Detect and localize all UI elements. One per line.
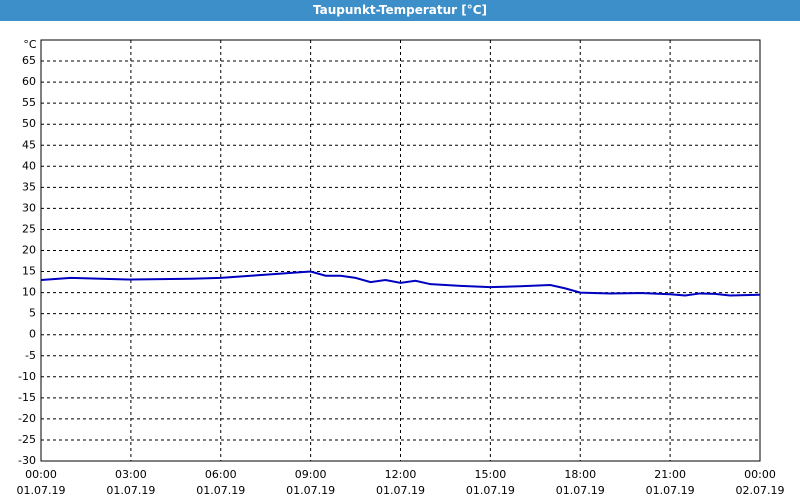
chart: °C -30 -25 -20 -15 -10 -5 0 5 10 15 20 25 30 35 40 45 50… (17, 38, 785, 497)
x-tick-label: 12:00 (385, 468, 417, 481)
y-tick-label: 55 (22, 96, 36, 109)
x-tick-label: 18:00 (564, 468, 596, 481)
y-tick-label: 25 (22, 222, 36, 235)
y-tick-label: 40 (22, 159, 36, 172)
x-tick-date: 01.07.19 (106, 484, 155, 497)
y-tick-label: -30 (18, 454, 36, 467)
y-unit: °C (23, 38, 37, 51)
y-tick-label: 20 (22, 244, 36, 257)
x-tick-label: 21:00 (654, 468, 686, 481)
plot-frame (40, 39, 761, 462)
y-tick-label: -25 (18, 433, 36, 446)
x-tick-date: 01.07.19 (646, 484, 695, 497)
x-tick-date: 01.07.19 (556, 484, 605, 497)
y-tick-label: -5 (25, 349, 36, 362)
x-tick-label: 06:00 (205, 468, 237, 481)
y-tick-label: 0 (29, 328, 36, 341)
x-tick-date: 01.07.19 (466, 484, 515, 497)
x-tick-label: 00:00 (25, 468, 57, 481)
y-tick-label: 30 (22, 201, 36, 214)
x-tick-date: 01.07.19 (17, 484, 66, 497)
x-tick-label: 09:00 (295, 468, 327, 481)
y-tick-label: 45 (22, 138, 36, 151)
y-tick-label: 60 (22, 75, 36, 88)
y-tick-label: 15 (22, 265, 36, 278)
y-tick-label: -10 (18, 370, 36, 383)
x-tick-date: 01.07.19 (376, 484, 425, 497)
y-tick-label: -15 (18, 391, 36, 404)
y-tick-label: 10 (22, 286, 36, 299)
y-tick-label: 65 (22, 54, 36, 67)
title-bar: Taupunkt-Temperatur [°C] (0, 0, 800, 21)
x-tick-date: 02.07.19 (736, 484, 785, 497)
x-tick-label: 03:00 (115, 468, 147, 481)
y-tick-label: -20 (18, 412, 36, 425)
x-tick-date: 01.07.19 (286, 484, 335, 497)
x-tick-label: 00:00 (744, 468, 776, 481)
x-tick-label: 15:00 (475, 468, 507, 481)
data-line (40, 270, 761, 297)
y-tick-label: 5 (29, 307, 36, 320)
y-tick-label: 50 (22, 117, 36, 130)
y-tick-label: 35 (22, 180, 36, 193)
x-tick-date: 01.07.19 (196, 484, 245, 497)
